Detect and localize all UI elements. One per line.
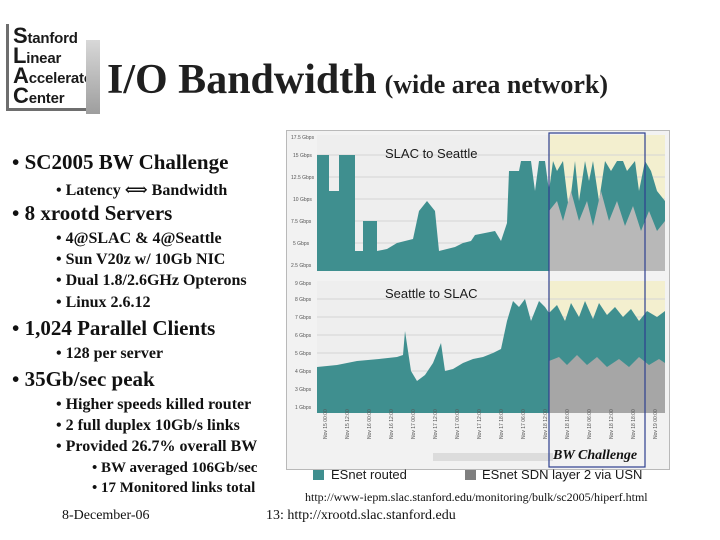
bullet-clients: • 1,024 Parallel Clients	[12, 316, 216, 340]
bandwidth-graph: 17.5 Gbps 15 Gbps 12.5 Gbps 10 Gbps 7.5 Gb…	[286, 130, 670, 470]
label-bw-challenge: BW Challenge	[553, 448, 638, 463]
bullet-router: • Higher speeds killed router	[56, 396, 252, 413]
slide-title: I/O Bandwidth (wide area network)	[107, 56, 608, 104]
logo-cap-l: L	[13, 43, 27, 68]
svg-text:6 Gbps: 6 Gbps	[295, 333, 312, 339]
logo-cap-c: C	[13, 83, 29, 108]
y-axis-ticks: 17.5 Gbps 15 Gbps 12.5 Gbps 10 Gbps 7.5 Gb…	[291, 135, 315, 411]
legend-swatch-sdn	[465, 470, 476, 480]
svg-text:Nov 18 18:00: Nov 18 18:00	[631, 409, 637, 439]
bullet-per-server: • 128 per server	[56, 345, 164, 362]
svg-text:Nov 17 12:00: Nov 17 12:00	[433, 409, 439, 439]
logo-rest-a: ccelerator	[28, 70, 99, 87]
bullet-duplex: • 2 full duplex 10Gb/s links	[56, 417, 240, 434]
svg-text:12.5 Gbps: 12.5 Gbps	[291, 175, 315, 181]
svg-text:Nov 19 00:00: Nov 19 00:00	[653, 409, 659, 439]
logo-rest-c: enter	[28, 90, 65, 107]
x-axis-ticks: Nov 15 00:00 Nov 15 12:00 Nov 16 00:00 N…	[323, 409, 659, 439]
svg-text:Nov 18 12:00: Nov 18 12:00	[543, 409, 549, 439]
monitoring-url[interactable]: http://www-iepm.slac.stanford.edu/monito…	[305, 490, 648, 504]
svg-text:1 Gbps: 1 Gbps	[295, 405, 312, 411]
bandwidth-graph-svg: 17.5 Gbps 15 Gbps 12.5 Gbps 10 Gbps 7.5 Gb…	[291, 132, 665, 468]
title-sub: (wide area network)	[384, 70, 608, 99]
svg-text:17.5 Gbps: 17.5 Gbps	[291, 135, 315, 141]
logo-rest-l: inear	[26, 50, 62, 67]
svg-text:Nov 17 00:00: Nov 17 00:00	[455, 409, 461, 439]
svg-text:Nov 16 12:00: Nov 16 12:00	[389, 409, 395, 439]
svg-text:8 Gbps: 8 Gbps	[295, 297, 312, 303]
svg-text:Nov 18 18:00: Nov 18 18:00	[565, 409, 571, 439]
bullet-averaged: • BW averaged 106Gb/sec	[92, 460, 258, 476]
bullet-peak: • 35Gb/sec peak	[12, 367, 155, 391]
svg-text:Nov 16 00:00: Nov 16 00:00	[367, 409, 373, 439]
label-slac-to-seattle: SLAC to Seattle	[385, 146, 478, 161]
slide-date: 8-December-06	[62, 508, 150, 523]
svg-text:Nov 17 06:00: Nov 17 06:00	[521, 409, 527, 439]
bullet-servers: • 8 xrootd Servers	[12, 201, 173, 225]
bullet-opterons: • Dual 1.8/2.6GHz Opterons	[56, 272, 247, 289]
svg-text:Nov 18 06:00: Nov 18 06:00	[587, 409, 593, 439]
bottom-series-sdn	[549, 355, 665, 413]
label-seattle-to-slac: Seattle to SLAC	[385, 286, 478, 301]
slac-logo: Stanford Linear Accelerator Center	[6, 23, 99, 111]
svg-text:15 Gbps: 15 Gbps	[293, 153, 312, 159]
bullet-4slac: • 4@SLAC & 4@Seattle	[56, 230, 222, 247]
bullet-linux: • Linux 2.6.12	[56, 294, 151, 311]
legend-label-routed: ESnet routed	[331, 467, 407, 482]
svg-text:Nov 15 12:00: Nov 15 12:00	[345, 409, 351, 439]
bullet-overall: • Provided 26.7% overall BW	[56, 438, 258, 455]
bullet-sc2005: • SC2005 BW Challenge	[12, 150, 229, 174]
bullet-sun: • Sun V20z w/ 10Gb NIC	[56, 251, 226, 268]
logo-cap-a: A	[13, 63, 29, 88]
inline-legend-strip	[433, 453, 553, 461]
title-main: I/O Bandwidth	[107, 57, 377, 103]
bullet-latency: • Latency ⟺ Bandwidth	[56, 182, 228, 199]
svg-text:7.5 Gbps: 7.5 Gbps	[291, 219, 312, 225]
bw-challenge-box	[548, 132, 646, 468]
svg-text:Nov 17 18:00: Nov 17 18:00	[499, 409, 505, 439]
logo-rest-s: tanford	[27, 30, 78, 47]
slide-number-link: 13: http://xrootd.slac.stanford.edu	[266, 508, 456, 523]
logo-line-center: Center	[13, 83, 65, 108]
logo-line-accelerator: Accelerator	[13, 63, 99, 88]
svg-text:Nov 17 00:00: Nov 17 00:00	[411, 409, 417, 439]
svg-text:5 Gbps: 5 Gbps	[293, 241, 310, 247]
svg-text:5 Gbps: 5 Gbps	[295, 351, 312, 357]
bullet-monitored: • 17 Monitored links total	[92, 480, 256, 496]
logo-line-linear: Linear	[13, 43, 62, 68]
logo-cap-s: S	[13, 23, 28, 48]
svg-text:Nov 15 00:00: Nov 15 00:00	[323, 409, 329, 439]
svg-text:9 Gbps: 9 Gbps	[295, 281, 312, 287]
svg-text:Nov 18 12:00: Nov 18 12:00	[609, 409, 615, 439]
legend-swatch-routed	[313, 470, 324, 480]
svg-text:Nov 17 12:00: Nov 17 12:00	[477, 409, 483, 439]
logo-line-stanford: Stanford	[13, 23, 78, 48]
svg-text:3 Gbps: 3 Gbps	[295, 387, 312, 393]
svg-text:7 Gbps: 7 Gbps	[295, 315, 312, 321]
title-divider-bar	[86, 40, 100, 114]
svg-text:10 Gbps: 10 Gbps	[293, 197, 312, 203]
top-series-sdn	[549, 191, 665, 271]
svg-text:2.5 Gbps: 2.5 Gbps	[291, 263, 312, 269]
legend-label-sdn: ESnet SDN layer 2 via USN	[482, 467, 643, 482]
svg-text:4 Gbps: 4 Gbps	[295, 369, 312, 375]
